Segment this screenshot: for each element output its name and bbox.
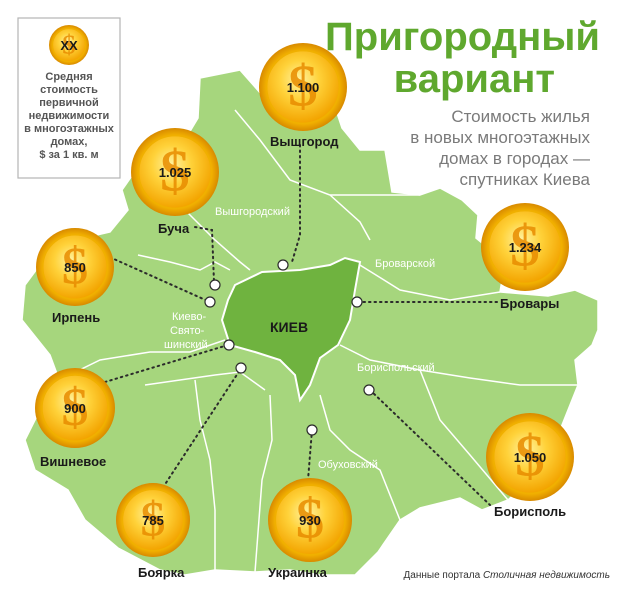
coin-ukrainka: $930: [268, 478, 352, 562]
price-coins: $1.100$1.025$1.234$850$900$1.050$785 $930: [35, 43, 574, 562]
dollar-icon: $: [62, 377, 89, 437]
marker-irpen: [204, 296, 216, 308]
legend-line: недвижимости: [29, 110, 110, 122]
leader-line-bucha: [194, 226, 215, 283]
source-note: Данные портала Столичная недвижимость: [404, 570, 611, 581]
source-prefix: Данные портала: [404, 570, 483, 581]
district-borders: [54, 109, 578, 573]
coin-value: 1.050: [514, 450, 547, 465]
subtitle-line: Стоимость жилья: [451, 107, 590, 126]
coin-boryspil: $1.050: [486, 413, 574, 501]
city-label-brovary: Бровары: [500, 296, 559, 311]
dollar-icon: $: [62, 29, 76, 59]
coin-value: 930: [299, 513, 321, 528]
city-label-boryspil: Борисполь: [494, 504, 566, 519]
coin-bucha: $1.025: [131, 128, 219, 216]
coin-boyarka: $785: [116, 483, 190, 557]
district-label-kievo-sviatoshinsky-1: Киево-: [172, 311, 207, 323]
marker-vyshgorod: [277, 259, 289, 271]
district-label-brovarsky: Броварской: [375, 258, 435, 270]
legend-line: первичной: [39, 97, 99, 109]
legend-coin: $ХХ: [49, 25, 89, 65]
dollar-icon: $: [288, 52, 318, 118]
district-label-borispolsky: Бориспольский: [357, 362, 435, 374]
marker-boyarka: [235, 362, 247, 374]
legend-line: Средняя: [45, 71, 92, 83]
coin-value: 850: [64, 260, 86, 275]
city-label-ukrainka: Украинка: [268, 565, 328, 580]
coin-value: 1.100: [287, 80, 320, 95]
coin-brovary: $1.234: [481, 203, 569, 291]
district-label-kievo-sviatoshinsky-3: шинский: [164, 339, 208, 351]
title-line-2: вариант: [394, 57, 555, 101]
leader-line-vyshgorod: [291, 144, 301, 263]
marker-ukrainka: [306, 424, 318, 436]
leader-line-boryspil: [369, 389, 491, 506]
marker-bucha: [209, 279, 221, 291]
leader-lines: [104, 144, 499, 506]
district-label-obukhovsky: Обуховский: [318, 459, 378, 471]
coin-vishnevoe: $900: [35, 368, 115, 448]
leader-line-vishnevoe: [104, 344, 229, 383]
coin-value: 1.025: [159, 165, 192, 180]
coin-irpen: $850: [36, 228, 114, 306]
district-label-kievo-sviatoshinsky-2: Свято-: [170, 325, 205, 337]
subtitle-line: спутниках Киева: [459, 170, 590, 189]
dollar-icon: $: [515, 422, 545, 488]
marker-vishnevoe: [223, 339, 235, 351]
coin-value: 900: [64, 401, 86, 416]
dollar-icon: $: [510, 212, 540, 278]
dollar-icon: $: [296, 488, 324, 551]
legend-line: в многоэтажных: [24, 123, 115, 135]
source-name: Столичная недвижимость: [483, 570, 610, 581]
leader-line-boyarka: [159, 369, 241, 493]
subtitle: Стоимость жилья в новых многоэтажных домах…: [410, 107, 590, 189]
coin-value: 785: [142, 513, 164, 528]
location-markers: [204, 259, 375, 436]
city-label-irpen: Ирпень: [52, 310, 100, 325]
subtitle-line: в новых многоэтажных: [410, 128, 590, 147]
dollar-icon: $: [160, 137, 190, 203]
marker-brovary: [351, 296, 363, 308]
coin-value: 1.234: [509, 240, 542, 255]
district-label-vyshgorodsky: Вышгородский: [215, 206, 290, 218]
city-label-vyshgorod: Вышгород: [270, 134, 339, 149]
legend-line: $ за 1 кв. м: [39, 149, 98, 161]
coin-value: ХХ: [60, 38, 78, 53]
coin-vyshgorod: $1.100: [259, 43, 347, 131]
legend-line: домах,: [51, 136, 88, 148]
title-line-1: Пригородный: [325, 15, 600, 59]
dollar-icon: $: [62, 237, 88, 295]
legend-box: $ХХ Средняястоимостьпервичнойнедвижимост…: [17, 17, 121, 179]
legend-line: стоимость: [40, 84, 98, 96]
marker-boryspil: [363, 384, 375, 396]
dollar-icon: $: [141, 491, 166, 547]
city-label-bucha: Буча: [158, 221, 190, 236]
city-label-boyarka: Боярка: [138, 565, 185, 580]
leader-line-irpen: [104, 254, 211, 303]
subtitle-line: домах в городах —: [439, 149, 590, 168]
kiev-label: КИЕВ: [270, 319, 308, 335]
city-label-vishnevoe: Вишневое: [40, 454, 106, 469]
